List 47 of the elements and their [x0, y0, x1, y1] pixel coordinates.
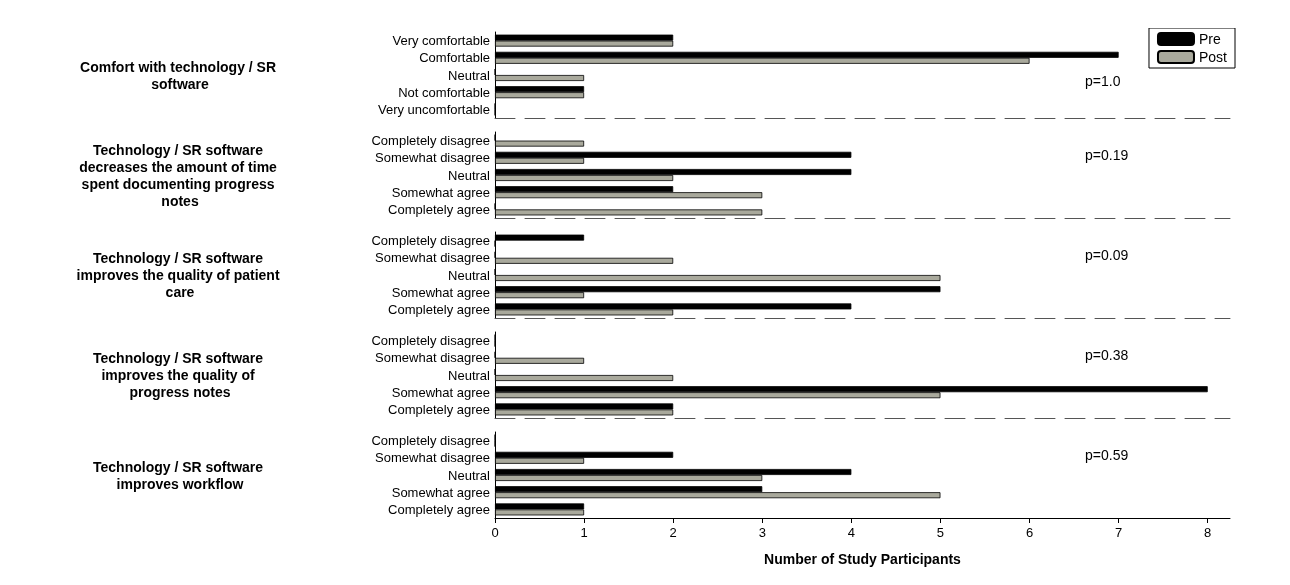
legend-label: Pre — [1198, 31, 1221, 47]
y-tick-label: Not comfortable — [398, 84, 490, 100]
y-tick-label: Somewhat agree — [391, 184, 490, 200]
annotation: p=0.09 — [1085, 247, 1129, 263]
x-tick-label: 0 — [491, 525, 499, 540]
y-axis-title: Technology / SR software improves workflow — [93, 458, 267, 492]
x-tick-label: 7 — [1115, 525, 1123, 540]
y-axis-title: Comfort with technology / SR software — [80, 58, 280, 92]
x-tick-label: 3 — [758, 525, 766, 540]
annotation: p=0.59 — [1085, 447, 1129, 463]
x-tick-label: 4 — [847, 525, 855, 540]
y-tick-label: Completely agree — [388, 401, 490, 417]
y-tick-label: Completely disagree — [371, 333, 490, 349]
y-tick-label: Neutral — [448, 267, 491, 283]
y-tick-label: Completely disagree — [371, 433, 490, 449]
legend-label: Post — [1198, 49, 1228, 65]
y-tick-label: Very comfortable — [392, 33, 490, 49]
y-axis-title: Technology / SR software decreases the amount of time spent documenting progress notes — [79, 141, 281, 209]
y-tick-label: Comfortable — [419, 50, 490, 66]
y-tick-label: Neutral — [448, 467, 491, 483]
y-tick-label: Completely disagree — [371, 133, 490, 149]
y-tick-label: Neutral — [448, 367, 491, 383]
y-tick-label: Completely agree — [388, 201, 490, 217]
y-tick-label: Neutral — [448, 167, 491, 183]
y-tick-label: Somewhat disagree — [375, 150, 490, 166]
y-axis-title: Technology / SR software improves the quality of patient care — [76, 250, 284, 300]
annotation: p=1.0 — [1085, 73, 1121, 89]
x-tick-label: 8 — [1204, 525, 1212, 540]
y-tick-label: Somewhat agree — [391, 484, 490, 500]
y-axis-title: Technology / SR software improves the quality of progress notes — [93, 350, 267, 400]
x-tick-label: 2 — [669, 525, 677, 540]
annotation: p=0.38 — [1085, 347, 1129, 363]
x-tick-label: 5 — [936, 525, 945, 540]
annotation: p=0.19 — [1085, 147, 1129, 163]
y-tick-label: Somewhat disagree — [375, 350, 490, 366]
y-tick-label: Somewhat disagree — [375, 250, 490, 266]
y-tick-label: Somewhat agree — [391, 284, 490, 300]
x-tick-label: 1 — [580, 525, 588, 540]
y-tick-label: Somewhat agree — [391, 384, 490, 400]
y-tick-label: Completely agree — [388, 501, 490, 517]
y-tick-label: Completely disagree — [371, 233, 490, 249]
y-tick-label: Neutral — [448, 67, 491, 83]
x-tick-label: 6 — [1025, 525, 1034, 540]
x-axis-title: Number of Study Participants — [764, 551, 962, 567]
y-tick-label: Somewhat disagree — [375, 450, 490, 466]
y-tick-label: Completely agree — [388, 301, 490, 317]
y-tick-label: Very uncomfortable — [377, 101, 490, 117]
